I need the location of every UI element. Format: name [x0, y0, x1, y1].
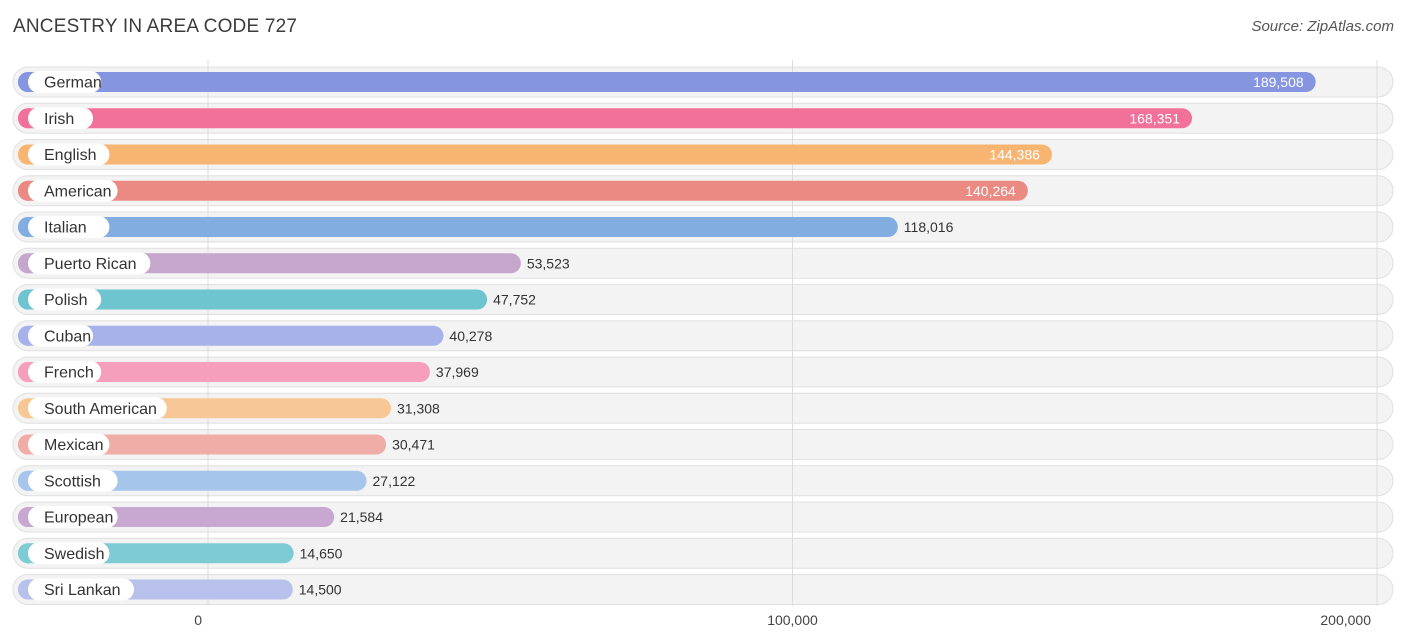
category-label: Swedish	[44, 546, 104, 563]
value-label: 30,471	[392, 437, 435, 453]
value-label: 168,351	[1129, 110, 1180, 126]
category-label: Cuban	[44, 328, 91, 345]
category-label-bg	[28, 71, 102, 93]
value-label: 31,308	[397, 400, 440, 416]
category-label-bg	[28, 433, 110, 456]
category-label-bg	[28, 578, 134, 601]
category-label: Irish	[44, 111, 74, 128]
category-label: Polish	[44, 292, 88, 309]
bar	[18, 180, 1028, 201]
value-label: 37,969	[436, 364, 479, 380]
category-label-bg	[28, 397, 167, 420]
category-label: Mexican	[44, 437, 104, 454]
row-background	[12, 574, 1394, 605]
category-label: Sri Lankan	[44, 582, 121, 599]
category-label: Puerto Rican	[44, 256, 137, 273]
category-label-bg	[28, 107, 93, 130]
category-label-bg	[28, 469, 118, 492]
category-label-bg	[28, 288, 102, 311]
category-label-bg	[28, 506, 118, 528]
bar	[18, 362, 430, 382]
value-label: 189,508	[1253, 74, 1304, 90]
value-label: 27,122	[373, 473, 416, 489]
category-label: European	[44, 510, 113, 527]
x-tick-label: 100,000	[767, 612, 818, 628]
value-label: 14,500	[299, 582, 342, 598]
category-label: South American	[44, 401, 157, 418]
category-label: French	[44, 365, 94, 382]
value-label: 21,584	[340, 509, 383, 525]
category-label-bg	[28, 361, 102, 383]
row-background	[12, 501, 1394, 533]
x-tick-label: 200,000	[1320, 612, 1371, 628]
value-label: 140,264	[965, 183, 1016, 199]
x-tick-label: 0	[194, 612, 202, 628]
category-label: English	[44, 147, 96, 164]
category-label: German	[44, 75, 102, 92]
bar	[18, 289, 488, 310]
source-label: Source: ZipAtlas.com	[1251, 18, 1394, 35]
category-label: Italian	[44, 220, 87, 237]
bar	[18, 217, 898, 237]
bar	[18, 325, 444, 346]
category-label-bg	[28, 216, 110, 238]
row-background	[12, 537, 1394, 569]
bar	[18, 72, 1316, 92]
value-label: 40,278	[449, 328, 492, 344]
value-label: 53,523	[527, 255, 570, 271]
category-label-bg	[28, 179, 118, 202]
chart-title: ANCESTRY IN AREA CODE 727	[13, 16, 298, 37]
value-label: 14,650	[300, 545, 343, 561]
bar	[18, 434, 387, 455]
value-label: 144,386	[989, 147, 1040, 163]
category-label-bg	[28, 542, 110, 565]
category-label-bg	[28, 143, 110, 166]
bar	[18, 108, 1193, 129]
category-label: Scottish	[44, 473, 101, 490]
value-label: 118,016	[904, 219, 954, 235]
bar	[18, 144, 1052, 165]
category-label-bg	[28, 252, 151, 275]
category-label: American	[44, 183, 112, 200]
category-label-bg	[28, 324, 93, 347]
value-label: 47,752	[493, 292, 536, 308]
